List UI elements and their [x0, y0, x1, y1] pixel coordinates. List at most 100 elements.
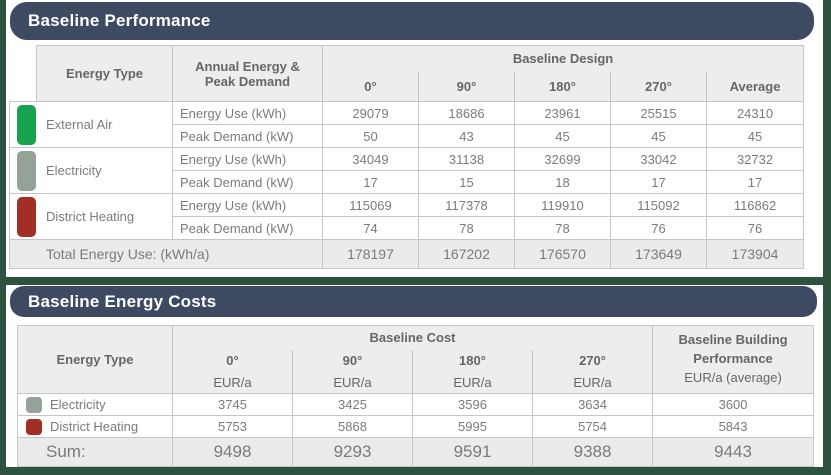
value-cell: 115069	[322, 193, 419, 217]
orientation-90-header: 90°	[292, 349, 413, 372]
section-title: Baseline Energy Costs	[28, 291, 217, 311]
energy-type-cell-electricity: Electricity	[9, 147, 173, 194]
cost-value-cell: 5753	[172, 415, 293, 438]
table-row-electricity-energy: Electricity Energy Use (kWh) 34049 31138…	[9, 147, 805, 194]
table-row-district-heating-energy: District Heating Energy Use (kWh) 115069…	[9, 193, 805, 240]
energy-type-header: Energy Type	[17, 325, 173, 394]
baseline-cost-group-header: Baseline Cost	[171, 325, 654, 350]
bbp-header-line2: Performance	[693, 351, 773, 367]
metric-label: Energy Use (kWh)	[172, 101, 323, 125]
energy-type-label: District Heating	[50, 419, 139, 434]
cost-value-cell: 3634	[531, 393, 654, 416]
annual-header-line1: Annual Energy &	[195, 58, 300, 74]
total-value-cell: 178197	[322, 239, 419, 269]
orientation-180-header: 180°	[514, 71, 611, 102]
electricity-color-swatch	[26, 396, 42, 413]
table-row-district-heating-cost: District Heating 5753 5868 5995 5754 584…	[17, 415, 815, 438]
value-cell: 24310	[705, 101, 805, 125]
unit-label: EUR/a	[292, 371, 413, 394]
sum-value-cell: 9388	[531, 437, 654, 467]
cost-value-cell: 3600	[652, 393, 815, 416]
orientation-0-header: 0°	[172, 349, 293, 372]
value-cell: 17	[610, 170, 707, 194]
section-header-baseline-energy-costs: Baseline Energy Costs	[10, 286, 817, 317]
annual-energy-peak-demand-header: Annual Energy & Peak Demand	[172, 45, 323, 102]
total-value-cell: 173649	[610, 239, 707, 269]
energy-type-label: Electricity	[46, 163, 102, 178]
value-cell: 119910	[514, 193, 611, 217]
electricity-color-swatch	[17, 150, 36, 191]
sum-value-cell: 9591	[412, 437, 533, 467]
value-cell: 32699	[514, 147, 611, 171]
energy-type-label: Electricity	[50, 397, 106, 412]
value-cell: 17	[322, 170, 419, 194]
table-row-electricity-cost: Electricity 3745 3425 3596 3634 3600	[17, 393, 815, 416]
external-air-color-swatch	[17, 104, 36, 145]
district-heating-color-swatch	[17, 196, 36, 237]
value-cell: 116862	[705, 193, 805, 217]
bbp-header-line1: Baseline Building	[678, 332, 788, 348]
baseline-building-performance-header: Baseline Building Performance EUR/a (ave…	[652, 325, 815, 394]
energy-type-cell-district-heating: District Heating	[17, 415, 173, 438]
value-cell: 23961	[514, 101, 611, 125]
value-cell: 18686	[418, 101, 515, 125]
value-cell: 43	[418, 124, 515, 148]
value-cell: 29079	[322, 101, 419, 125]
total-value-cell: 167202	[418, 239, 515, 269]
baseline-energy-costs-table: Energy Type Baseline Cost Baseline Build…	[17, 325, 815, 467]
energy-type-label: District Heating	[46, 209, 135, 224]
energy-type-cell-external-air: External Air	[9, 101, 173, 148]
value-cell: 17	[705, 170, 805, 194]
sum-label: Sum:	[17, 437, 173, 467]
value-cell: 33042	[610, 147, 707, 171]
orientation-180-header: 180°	[412, 349, 533, 372]
metric-label: Peak Demand (kW)	[172, 124, 323, 148]
table-row-electricity-peak: Peak Demand (kW) 17 15 18 17 17	[10, 170, 805, 194]
value-cell: 117378	[418, 193, 515, 217]
value-cell: 50	[322, 124, 419, 148]
metric-label: Peak Demand (kW)	[172, 170, 323, 194]
district-heating-color-swatch	[26, 418, 42, 435]
value-cell: 25515	[610, 101, 707, 125]
legend-color-column-header	[10, 46, 37, 102]
energy-type-cell-district-heating: District Heating	[9, 193, 173, 240]
value-cell: 76	[705, 216, 805, 240]
unit-label: EUR/a	[531, 371, 654, 394]
energy-type-label: External Air	[46, 117, 113, 132]
value-cell: 45	[705, 124, 805, 148]
energy-type-header: Energy Type	[36, 45, 173, 102]
bbp-unit-label: EUR/a (average)	[684, 369, 782, 385]
cost-value-cell: 3596	[412, 393, 533, 416]
value-cell: 78	[418, 216, 515, 240]
orientation-0-header: 0°	[322, 71, 419, 102]
total-energy-use-row: Total Energy Use: (kWh/a) 178197 167202 …	[9, 239, 805, 269]
metric-label: Energy Use (kWh)	[172, 193, 323, 217]
cost-value-cell: 5995	[412, 415, 533, 438]
cost-value-cell: 3745	[172, 393, 293, 416]
orientation-270-header: 270°	[610, 71, 707, 102]
cost-value-cell: 3425	[292, 393, 413, 416]
table-row-external-air-peak: Peak Demand (kW) 50 43 45 45 45	[10, 124, 805, 148]
total-value-cell: 173904	[705, 239, 805, 269]
sum-row: Sum: 9498 9293 9591 9388 9443	[17, 437, 815, 467]
metric-label: Peak Demand (kW)	[172, 216, 323, 240]
value-cell: 18	[514, 170, 611, 194]
value-cell: 45	[610, 124, 707, 148]
sum-value-cell: 9443	[652, 437, 815, 467]
cost-value-cell: 5868	[292, 415, 413, 438]
metric-label: Energy Use (kWh)	[172, 147, 323, 171]
value-cell: 34049	[322, 147, 419, 171]
value-cell: 115092	[610, 193, 707, 217]
total-value-cell: 176570	[514, 239, 611, 269]
value-cell: 31138	[418, 147, 515, 171]
sum-value-cell: 9498	[172, 437, 293, 467]
section-title: Baseline Performance	[28, 11, 211, 30]
cost-value-cell: 5843	[652, 415, 815, 438]
total-label: Total Energy Use: (kWh/a)	[9, 239, 323, 269]
orientation-90-header: 90°	[418, 71, 515, 102]
baseline-performance-table: Energy Type Annual Energy & Peak Demand …	[9, 45, 805, 269]
orientation-270-header: 270°	[531, 349, 654, 372]
cost-value-cell: 5754	[531, 415, 654, 438]
unit-label: EUR/a	[412, 371, 533, 394]
